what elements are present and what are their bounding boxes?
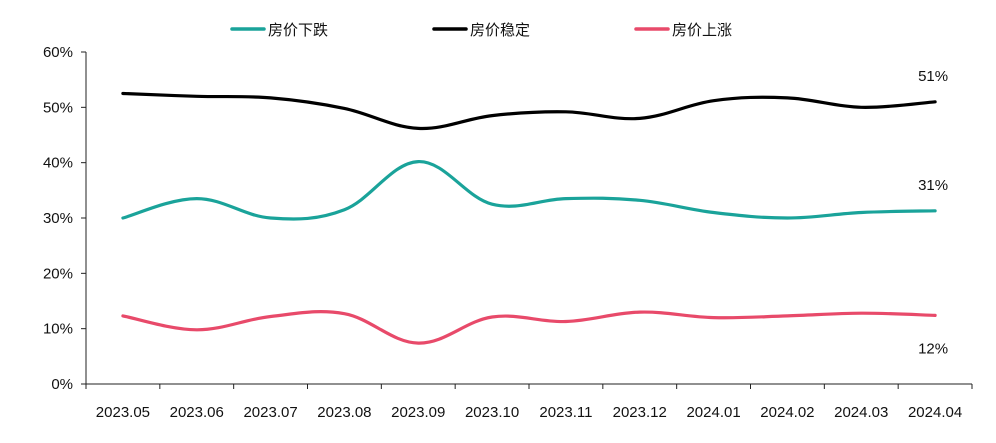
- end-labels: 51% 31% 12%: [918, 68, 948, 358]
- y-tick-label: 10%: [43, 321, 73, 338]
- legend-label: 房价下跌: [268, 21, 328, 39]
- axes: [85, 52, 972, 385]
- x-tick-label: 2024.01: [686, 404, 740, 421]
- end-value-label: 51%: [918, 68, 948, 85]
- y-tick-label: 0%: [51, 376, 73, 393]
- x-tick-label: 2024.03: [834, 404, 888, 421]
- x-tick-label: 2023.07: [243, 404, 297, 421]
- legend: 房价下跌 房价稳定 房价上涨: [230, 21, 732, 39]
- y-tick-label: 50%: [43, 99, 73, 116]
- x-tick-labels: 2023.05 2023.06 2023.07 2023.08 2023.09 2023.…: [85, 384, 973, 421]
- end-value-label: 31%: [918, 177, 948, 194]
- x-tick-label: 2023.06: [170, 404, 224, 421]
- x-tick-label: 2023.05: [96, 404, 150, 421]
- series-line: [121, 159, 937, 221]
- y-tick-label: 20%: [43, 265, 73, 282]
- end-value-label: 12%: [918, 340, 948, 357]
- x-tick-label: 2023.09: [391, 404, 445, 421]
- x-tick-label: 2023.08: [317, 404, 371, 421]
- series-line: [121, 310, 937, 345]
- y-tick-label: 40%: [43, 155, 73, 172]
- legend-label: 房价上涨: [672, 21, 732, 39]
- x-tick-label: 2024.02: [760, 404, 814, 421]
- x-tick-label: 2023.10: [465, 404, 519, 421]
- x-tick-label: 2023.11: [539, 404, 592, 421]
- x-tick-label: 2024.04: [908, 404, 962, 421]
- series-lines: [121, 91, 937, 345]
- x-tick-label: 2023.12: [613, 404, 667, 421]
- y-tick-label: 30%: [43, 210, 73, 227]
- series-line: [121, 91, 937, 131]
- y-tick-label: 60%: [43, 44, 73, 61]
- y-tick-labels: 0% 10% 20% 30% 40% 50% 60%: [43, 44, 86, 393]
- legend-label: 房价稳定: [470, 21, 530, 39]
